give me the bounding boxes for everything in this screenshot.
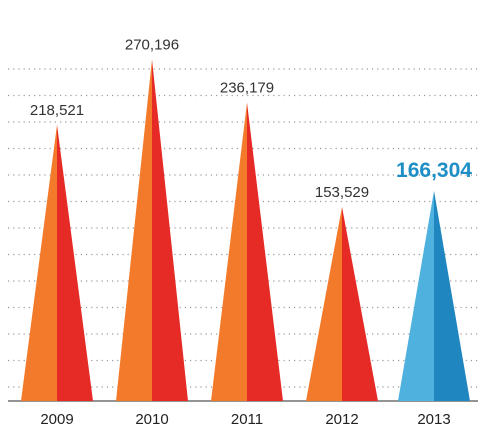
bar-left-face [21, 124, 57, 402]
x-axis-ticks: 2009 2010 2011 2012 2013 [40, 411, 450, 428]
bar-right-face [152, 59, 188, 401]
value-labels: 218,521 270,196 236,179 153,529 166,304 [30, 37, 472, 201]
bar-2009 [21, 124, 93, 402]
bar-2010 [116, 59, 188, 401]
x-tick-label-2010: 2010 [135, 411, 168, 428]
bar-left-face [211, 102, 247, 401]
bar-left-face [398, 190, 434, 401]
bar-2013 [398, 190, 470, 401]
bar-right-face [342, 206, 378, 401]
bar-2012 [306, 206, 378, 401]
value-label-2013: 166,304 [396, 159, 472, 182]
bar-right-face [57, 124, 93, 402]
value-label-2009: 218,521 [30, 102, 84, 119]
value-label-2012: 153,529 [315, 184, 369, 201]
x-tick-label-2009: 2009 [40, 411, 73, 428]
bar-left-face [116, 59, 152, 401]
bar-2011 [211, 102, 283, 401]
value-label-2010: 270,196 [125, 37, 179, 54]
bar-left-face [306, 206, 342, 401]
x-tick-label-2011: 2011 [231, 411, 263, 428]
bar-right-face [247, 102, 283, 401]
x-tick-label-2012: 2012 [325, 411, 358, 428]
bars [21, 59, 470, 402]
x-tick-label-2013: 2013 [417, 411, 450, 428]
bar-right-face [434, 190, 470, 401]
value-label-2011: 236,179 [220, 80, 274, 97]
